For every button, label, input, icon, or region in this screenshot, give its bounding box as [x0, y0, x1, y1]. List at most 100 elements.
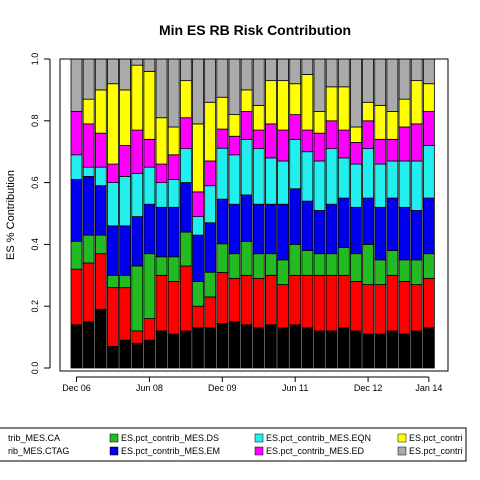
- x-tick-label: Jan 14: [415, 383, 442, 393]
- bar-segment: [168, 207, 179, 256]
- bar-segment: [265, 81, 276, 124]
- bar-segment: [253, 254, 264, 279]
- bar-segment: [314, 210, 325, 253]
- bar-segment: [265, 275, 276, 324]
- legend-swatch: [110, 434, 118, 442]
- bar-segment: [180, 118, 191, 149]
- bar-segment: [338, 247, 349, 275]
- bar-segment: [107, 164, 118, 183]
- y-tick-label: 0.6: [30, 176, 40, 189]
- bar-segment: [278, 130, 289, 161]
- x-tick-label: Jun 08: [136, 383, 163, 393]
- legend-label: ES.pct_contrib_MES.ED: [266, 446, 365, 456]
- bar-segment: [156, 207, 167, 256]
- bar-segment: [120, 176, 131, 225]
- bar-segment: [193, 59, 204, 124]
- bar-segment: [387, 161, 398, 198]
- bar-segment: [229, 59, 240, 115]
- bar-segment: [375, 164, 386, 207]
- bar-segment: [375, 334, 386, 368]
- bar-segment: [144, 254, 155, 319]
- bar-segment: [205, 223, 216, 272]
- bar-segment: [132, 65, 143, 130]
- bar-segment: [71, 155, 82, 180]
- bar-segment: [399, 281, 410, 334]
- bar-segment: [290, 325, 301, 368]
- bar-segment: [217, 59, 228, 97]
- bar-segment: [302, 201, 313, 250]
- bar-segment: [387, 112, 398, 140]
- bar-segment: [83, 176, 94, 235]
- bar-segment: [193, 281, 204, 306]
- bar-segment: [71, 112, 82, 155]
- bar-segment: [265, 204, 276, 253]
- bar-segment: [168, 257, 179, 282]
- bar-segment: [350, 142, 361, 164]
- bar-segment: [302, 152, 313, 201]
- bar-segment: [156, 164, 167, 183]
- bar-segment: [399, 260, 410, 282]
- bar-segment: [168, 127, 179, 155]
- legend-swatch: [110, 447, 118, 455]
- bar-segment: [95, 254, 106, 310]
- bar-segment: [205, 161, 216, 186]
- bar-segment: [399, 334, 410, 368]
- bar-segment: [387, 139, 398, 161]
- bar-segment: [278, 161, 289, 204]
- bar-segment: [217, 199, 228, 244]
- bar-segment: [363, 285, 374, 334]
- bar-segment: [375, 105, 386, 139]
- bar-segment: [83, 99, 94, 124]
- bar-segment: [217, 97, 228, 129]
- bar-segment: [168, 155, 179, 180]
- bar-segment: [193, 217, 204, 236]
- bar-segment: [363, 59, 374, 102]
- bar-segment: [168, 281, 179, 334]
- bar-segment: [363, 149, 374, 198]
- bar-segment: [180, 149, 191, 183]
- bar-segment: [120, 226, 131, 275]
- y-axis-label: ES % Contribution: [5, 170, 17, 260]
- bar-segment: [363, 334, 374, 368]
- bar-segment: [193, 192, 204, 217]
- bar-segment: [375, 285, 386, 334]
- bar-segment: [253, 59, 264, 105]
- bar-segment: [132, 130, 143, 173]
- bar-segment: [120, 59, 131, 90]
- bar-segment: [387, 198, 398, 251]
- bar-segment: [350, 127, 361, 142]
- bar-segment: [399, 161, 410, 207]
- bar-segment: [423, 146, 434, 199]
- bar-segment: [95, 133, 106, 167]
- bar-segment: [193, 124, 204, 192]
- bar-segment: [411, 260, 422, 285]
- bar-segment: [217, 272, 228, 323]
- bar-segment: [71, 180, 82, 242]
- bar-segment: [278, 59, 289, 81]
- bar-segment: [302, 251, 313, 276]
- bar-segment: [399, 127, 410, 161]
- bar-segment: [253, 149, 264, 205]
- bar-segment: [241, 275, 252, 324]
- bar-segment: [363, 244, 374, 284]
- legend-swatch: [255, 447, 263, 455]
- legend-label: ES.pct_contri: [409, 446, 463, 456]
- bar-segment: [363, 102, 374, 121]
- bar-segment: [168, 180, 179, 208]
- bar-segment: [411, 81, 422, 124]
- bar-segment: [205, 328, 216, 368]
- bar-segment: [132, 217, 143, 266]
- bar-segment: [326, 254, 337, 276]
- bar-segment: [338, 130, 349, 158]
- y-tick-label: 0.0: [30, 362, 40, 375]
- bar-segment: [132, 173, 143, 216]
- bar-segment: [387, 275, 398, 331]
- bar-segment: [241, 241, 252, 275]
- bar-segment: [326, 87, 337, 121]
- bar-segment: [290, 139, 301, 188]
- bar-segment: [241, 59, 252, 90]
- bar-segment: [326, 331, 337, 368]
- legend-label: trib_MES.CA: [8, 433, 60, 443]
- bar-segment: [253, 130, 264, 149]
- bar-segment: [132, 343, 143, 368]
